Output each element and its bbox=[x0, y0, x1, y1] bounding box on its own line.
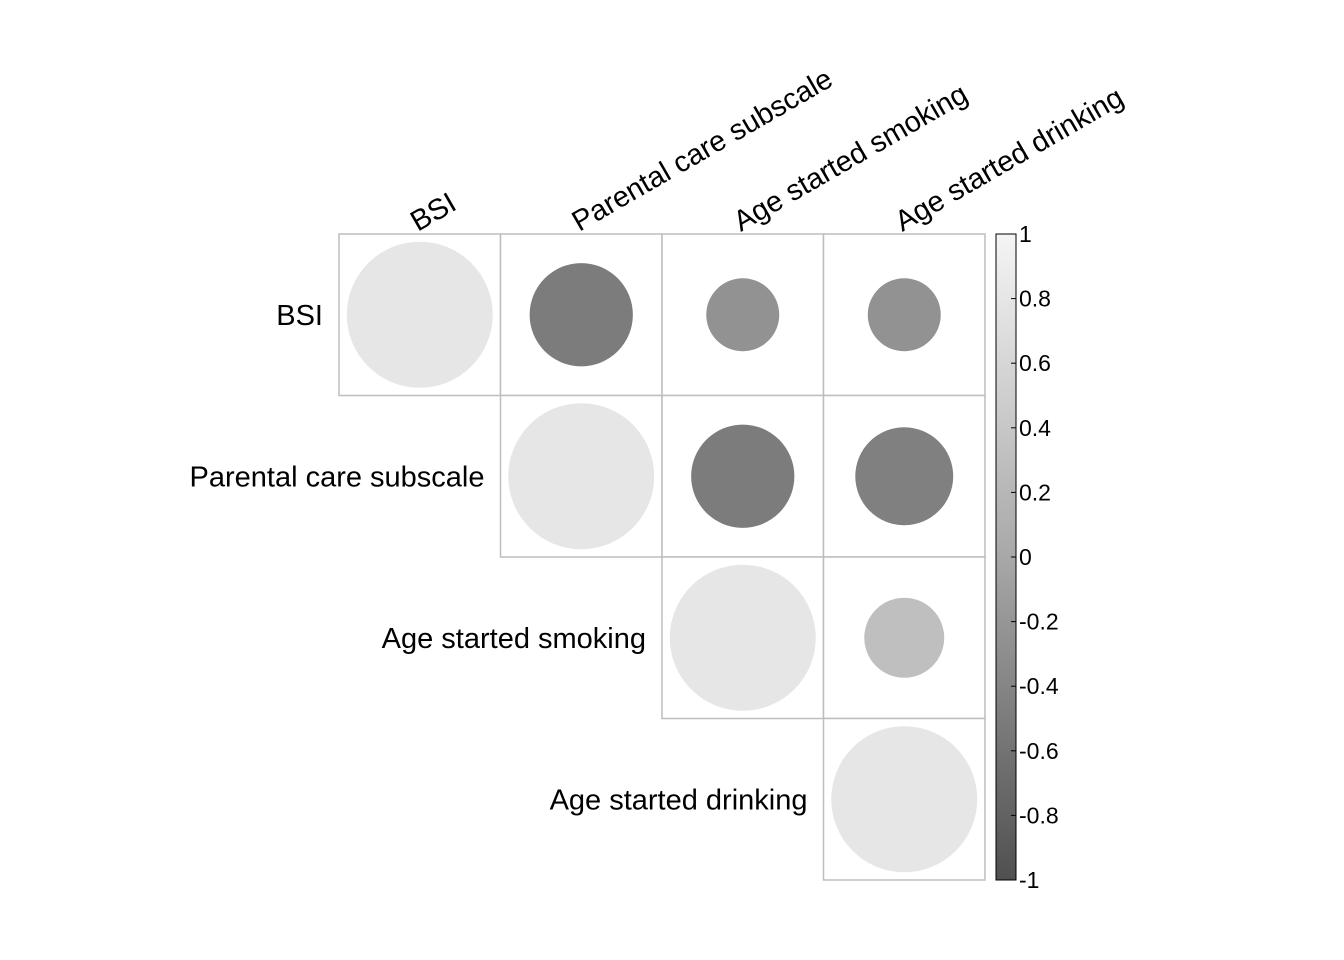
corr-circle-bsi-age-started-drinking bbox=[867, 278, 941, 352]
column-label-bsi: BSI bbox=[405, 187, 461, 238]
colorbar-tick-label: 0.2 bbox=[1019, 479, 1051, 505]
colorbar: 1 0.8 0.6 0.4 0.2 0 -0.2 -0.4 -0.6 -0.8 -1 bbox=[995, 221, 1059, 893]
corr-circle-parental-care-subscale-age-started-smoking bbox=[691, 424, 795, 528]
column-label-parental-care-subscale: Parental care subscale bbox=[567, 63, 838, 238]
colorbar-tick-label: -0.8 bbox=[1019, 802, 1059, 828]
row-label-bsi: BSI bbox=[276, 300, 323, 332]
corr-circle-parental-care-subscale-parental-care-subscale bbox=[508, 403, 655, 550]
corr-circle-age-started-smoking-age-started-smoking bbox=[669, 564, 816, 711]
colorbar-tick-label: 0.4 bbox=[1019, 415, 1051, 441]
corr-circle-bsi-parental-care-subscale bbox=[529, 263, 633, 367]
row-label-age-started-smoking: Age started smoking bbox=[382, 623, 646, 655]
colorbar-tick-label: 0.8 bbox=[1019, 286, 1051, 312]
matrix-cells bbox=[338, 233, 986, 881]
colorbar-ticks: 1 0.8 0.6 0.4 0.2 0 -0.2 -0.4 -0.6 -0.8 -1 bbox=[1011, 221, 1059, 893]
colorbar-tick-label: -1 bbox=[1019, 867, 1039, 893]
row-label-parental-care-subscale: Parental care subscale bbox=[190, 461, 485, 493]
corr-circle-bsi-age-started-smoking bbox=[706, 278, 780, 352]
colorbar-tick-label: -0.4 bbox=[1019, 673, 1059, 699]
colorbar-tick-label: -0.6 bbox=[1019, 738, 1059, 764]
corr-circle-bsi-bsi bbox=[346, 241, 493, 388]
colorbar-tick-label: 1 bbox=[1019, 221, 1032, 247]
row-labels: BSI Parental care subscale Age started smo… bbox=[190, 300, 808, 817]
corr-circle-parental-care-subscale-age-started-drinking bbox=[855, 427, 954, 526]
row-label-age-started-drinking: Age started drinking bbox=[550, 784, 808, 816]
corr-circle-age-started-smoking-age-started-drinking bbox=[864, 597, 945, 678]
colorbar-tick-label: 0 bbox=[1019, 544, 1032, 570]
corr-circle-age-started-drinking-age-started-drinking bbox=[831, 726, 978, 873]
colorbar-tick-label: 0.6 bbox=[1019, 350, 1051, 376]
colorbar-tick-label: -0.2 bbox=[1019, 609, 1059, 635]
